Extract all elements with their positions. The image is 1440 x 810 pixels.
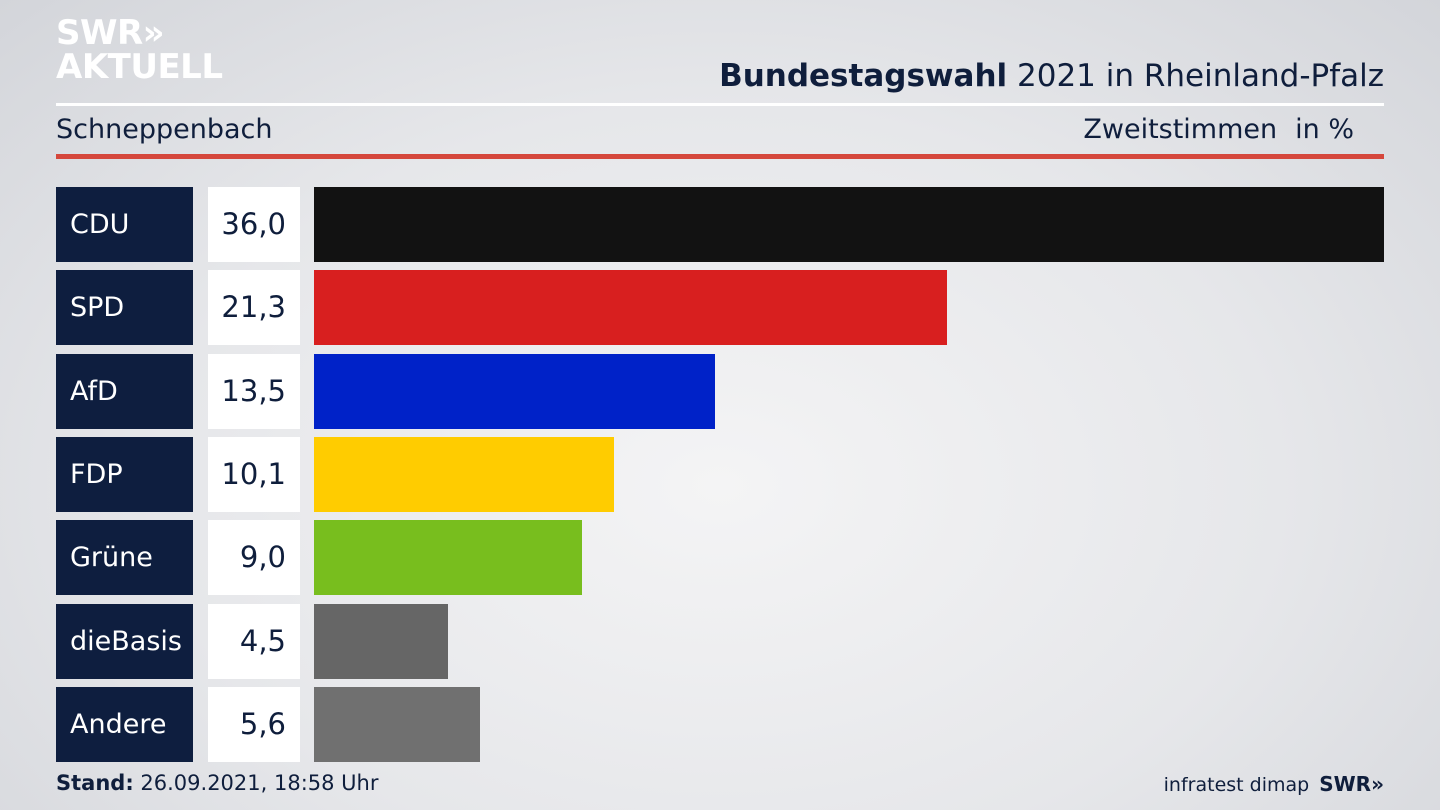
- value-label: 9,0: [208, 520, 300, 596]
- bar: [314, 686, 480, 762]
- party-label: Andere: [56, 686, 193, 762]
- party-label: dieBasis: [56, 603, 193, 679]
- party-label: Grüne: [56, 520, 193, 596]
- party-label: FDP: [56, 436, 193, 512]
- timestamp-label: Stand:: [56, 771, 134, 795]
- timestamp-value: 26.09.2021, 18:58 Uhr: [133, 771, 379, 795]
- bar-row: FDP 10,1: [56, 436, 1384, 512]
- value-label: 21,3: [208, 270, 300, 346]
- bar: [314, 603, 448, 679]
- chart-title: Bundestagswahl 2021 in Rheinland-Pfalz: [719, 58, 1384, 94]
- value-label: 5,6: [208, 686, 300, 762]
- bar-row: AfD 13,5: [56, 353, 1384, 429]
- location-name: Schneppenbach: [56, 114, 273, 145]
- source-credit: infratest dimap SWR»: [1164, 772, 1384, 796]
- value-label: 4,5: [208, 603, 300, 679]
- vote-type: Zweitstimmen: [1083, 114, 1278, 145]
- accent-divider: [56, 154, 1384, 159]
- header-divider: [56, 103, 1384, 106]
- chart-title-bold: Bundestagswahl: [719, 58, 1008, 94]
- logo-line-1: SWR»: [56, 13, 165, 53]
- bar: [314, 436, 614, 512]
- chart-title-rest: 2021 in Rheinland-Pfalz: [1007, 58, 1384, 94]
- swr-aktuell-logo: SWR» AKTUELL: [56, 16, 223, 84]
- value-label: 36,0: [208, 187, 300, 262]
- party-label: SPD: [56, 270, 193, 346]
- timestamp: Stand: 26.09.2021, 18:58 Uhr: [56, 771, 379, 795]
- party-label: CDU: [56, 187, 193, 262]
- value-label: 10,1: [208, 436, 300, 512]
- swr-footer-logo: SWR»: [1319, 772, 1384, 796]
- bar-row: dieBasis 4,5: [56, 603, 1384, 679]
- bar-row: SPD 21,3: [56, 270, 1384, 346]
- logo-line-2: AKTUELL: [56, 47, 223, 87]
- bar-row: CDU 36,0: [56, 187, 1384, 262]
- bar: [314, 187, 1384, 262]
- party-label: AfD: [56, 353, 193, 429]
- unit-label: in %: [1295, 114, 1354, 145]
- bar: [314, 520, 582, 596]
- value-label: 13,5: [208, 353, 300, 429]
- bar-row: Grüne 9,0: [56, 520, 1384, 596]
- measure-label: Zweitstimmen in %: [1083, 114, 1354, 145]
- source-name: infratest dimap: [1163, 774, 1310, 796]
- bar-row: Andere 5,6: [56, 686, 1384, 762]
- bar: [314, 270, 947, 346]
- bar: [314, 353, 715, 429]
